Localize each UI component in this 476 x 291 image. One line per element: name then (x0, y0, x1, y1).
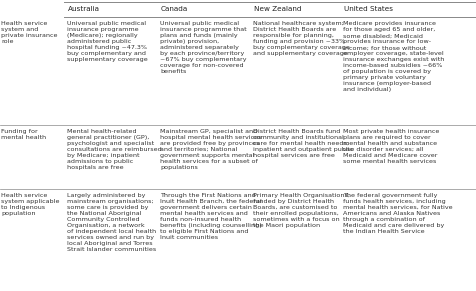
Text: Universal public medical
insurance programme
(Medicare); regionally
administered: Universal public medical insurance progr… (67, 21, 148, 62)
Text: Most private health insurance
plans are required to cover
mental health and subs: Most private health insurance plans are … (343, 129, 440, 164)
Text: Mental health-related
general practitioner (GP),
psychologist and specialist
con: Mental health-related general practition… (67, 129, 162, 170)
Text: National healthcare system;
District Health Boards are
responsible for planning,: National healthcare system; District Hea… (253, 21, 350, 56)
Text: The federal government fully
funds health services, including
mental health serv: The federal government fully funds healt… (343, 193, 453, 234)
Text: Canada: Canada (161, 6, 188, 13)
Text: United States: United States (344, 6, 393, 13)
Text: Largely administered by
mainstream organisations;
some care is provided by
the N: Largely administered by mainstream organ… (67, 193, 157, 252)
Text: District Health Boards fund
community and institutional
care for mental health n: District Health Boards fund community an… (253, 129, 353, 158)
Text: Funding for
mental health: Funding for mental health (1, 129, 46, 140)
Text: Primary Health Organisations,
funded by District Health
Boards, are customised t: Primary Health Organisations, funded by … (253, 193, 350, 228)
Text: Health service
system applicable
to Indigenous
population: Health service system applicable to Indi… (1, 193, 60, 216)
Text: Health service
system and
private insurance
role: Health service system and private insura… (1, 21, 58, 45)
Text: Mainstream GP, specialist and
hospital mental health services
are provided free : Mainstream GP, specialist and hospital m… (160, 129, 262, 170)
Text: Through the First Nations and
Inuit Health Branch, the federal
government delive: Through the First Nations and Inuit Heal… (160, 193, 262, 240)
Text: Australia: Australia (68, 6, 100, 13)
Text: New Zealand: New Zealand (254, 6, 301, 13)
Text: Universal public medical
insurance programme that
plans and funds (mainly
privat: Universal public medical insurance progr… (160, 21, 247, 74)
Text: Medicare provides insurance
for those aged 65 and older,
some disabled; Medicaid: Medicare provides insurance for those ag… (343, 21, 445, 92)
